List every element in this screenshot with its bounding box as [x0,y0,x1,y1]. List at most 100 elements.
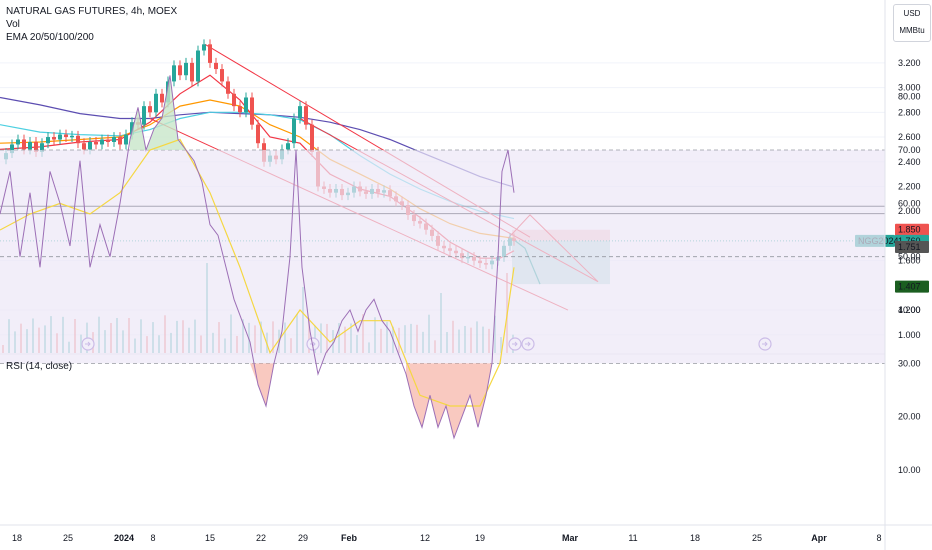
stop-price-tag-bg [895,280,929,293]
target-high-tag-bg [895,223,929,236]
rsi-ma-line [0,138,515,407]
candle [148,106,152,113]
stop-price-tag: 1.407 [898,282,921,292]
candle [286,143,290,150]
rsi-tick-label: 80.00 [898,92,921,102]
candle [298,106,302,119]
entry-price-tag: 1.751 [898,242,921,252]
price-tick-label: 2.800 [898,107,921,117]
candle [10,144,14,154]
candle [292,118,296,144]
candle [310,124,314,152]
time-tick-label: 8 [876,533,881,543]
currency-label: USD [903,9,921,18]
candle [244,97,248,113]
candle [190,62,194,82]
candle [178,65,182,76]
price-tick-label: 1.200 [898,305,921,315]
candle [40,143,44,152]
rsi-tick-label: 70.00 [898,145,921,155]
time-tick-label: 8 [150,533,155,543]
time-tick-label: 11 [628,533,637,543]
rsi-legend: RSI (14, close) [6,361,73,372]
candle [34,141,38,152]
price-tick-label: 2.400 [898,157,921,167]
candle [100,139,104,145]
candle [172,65,176,82]
unit-label: MMBtu [899,26,925,35]
time-axis: 18 25 2024 8 15 22 29 Feb 12 19 Mar 11 18 25 Apr 8 [12,533,882,543]
candle [118,137,122,145]
time-tick-label: 12 [420,533,430,543]
candle [232,93,236,107]
time-tick-label: 19 [475,533,485,543]
candle [46,137,50,144]
rsi-line [0,75,515,440]
last-price-tag: 1.760 [898,236,921,246]
time-tick-label: 18 [690,533,700,543]
candle [226,81,230,94]
price-tick-label: 2.600 [898,132,921,142]
rsi-tick-label: 60.00 [898,198,921,208]
price-tick-label: 2.200 [898,181,921,191]
currency-unit-selector[interactable]: USD MMBtu [893,4,931,42]
rsi-tick-label: 40.00 [898,305,921,315]
candle [16,139,20,145]
candle [220,69,224,82]
candle [238,106,242,113]
candle [64,134,68,138]
time-tick-label: 15 [205,533,215,543]
candle [58,134,62,140]
candle [196,50,200,82]
time-tick-label: 25 [63,533,73,543]
candle [76,135,80,144]
candle [28,141,32,150]
candle [112,137,116,142]
price-tick-label: 1.000 [898,330,921,340]
rsi-tick-label: 10.00 [898,465,921,475]
price-tick-label: 2.000 [898,206,921,216]
candle [94,141,98,145]
candle [70,135,74,138]
price-tick-label: 3.000 [898,83,921,93]
candle [304,106,308,125]
candle [154,93,158,113]
price-tick-label: 1.600 [898,256,921,266]
rsi-tick-label: 30.00 [898,358,921,368]
time-tick-label: 25 [752,533,762,543]
volume-legend: Vol [6,19,20,30]
time-tick-label: 2024 [114,533,134,543]
candle [256,124,260,144]
time-tick-label: 22 [256,533,266,543]
price-tick-label: 3.200 [898,58,921,68]
rsi-axis: 80.00 70.00 60.00 50.00 40.00 30.00 20.00 10.00 [898,92,921,475]
rsi-panel [0,75,885,440]
entry-price-tag-bg [895,241,929,254]
candle [82,143,86,150]
target-high-tag: 1.850 [898,225,921,235]
rsi-tick-label: 50.00 [898,252,921,262]
time-tick-label: 18 [12,533,22,543]
candle [124,134,128,145]
time-tick-label: 29 [298,533,308,543]
time-tick-label: Apr [811,533,827,543]
ema-legend: EMA 20/50/100/200 [6,32,94,43]
candle [184,62,188,76]
candle [160,93,164,103]
candle [208,44,212,63]
candle [130,122,134,135]
candle [22,139,26,150]
rsi-oversold-fill [406,363,492,439]
rsi-tick-label: 20.00 [898,412,921,422]
candle [52,137,56,140]
candle [202,44,206,51]
candle [250,97,254,125]
chart-title: NATURAL GAS FUTURES, 4h, MOEX [6,6,178,17]
time-tick-label: Mar [562,533,579,543]
candle [142,106,146,125]
time-tick-label: Feb [341,533,358,543]
candle [106,139,110,142]
candle [214,62,218,70]
candle [88,141,92,150]
